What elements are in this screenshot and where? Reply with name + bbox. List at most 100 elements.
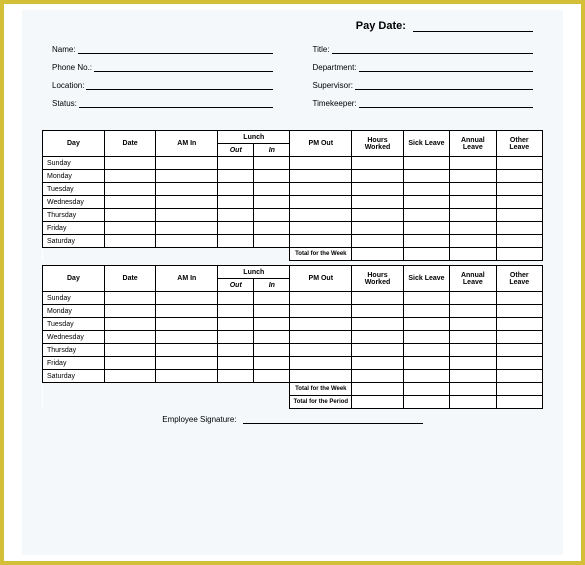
cell[interactable] xyxy=(496,209,542,222)
cell[interactable] xyxy=(218,196,254,209)
cell[interactable] xyxy=(496,235,542,248)
cell[interactable] xyxy=(352,383,404,396)
cell[interactable] xyxy=(254,318,290,331)
cell[interactable] xyxy=(496,183,542,196)
cell[interactable] xyxy=(403,318,449,331)
cell[interactable] xyxy=(254,292,290,305)
cell[interactable] xyxy=(403,248,449,261)
cell[interactable] xyxy=(218,183,254,196)
cell[interactable] xyxy=(104,344,156,357)
cell[interactable] xyxy=(403,222,449,235)
cell[interactable] xyxy=(450,383,496,396)
cell[interactable] xyxy=(104,318,156,331)
cell[interactable] xyxy=(403,196,449,209)
cell[interactable] xyxy=(496,305,542,318)
cell[interactable] xyxy=(254,170,290,183)
input-name[interactable] xyxy=(78,44,273,54)
cell[interactable] xyxy=(156,357,218,370)
cell[interactable] xyxy=(156,370,218,383)
cell[interactable] xyxy=(290,344,352,357)
cell[interactable] xyxy=(450,248,496,261)
cell[interactable] xyxy=(352,344,404,357)
cell[interactable] xyxy=(254,305,290,318)
cell[interactable] xyxy=(450,209,496,222)
cell[interactable] xyxy=(104,183,156,196)
cell[interactable] xyxy=(156,235,218,248)
cell[interactable] xyxy=(156,344,218,357)
cell[interactable] xyxy=(450,170,496,183)
cell[interactable] xyxy=(496,383,542,396)
cell[interactable] xyxy=(403,170,449,183)
cell[interactable] xyxy=(290,292,352,305)
cell[interactable] xyxy=(290,370,352,383)
cell[interactable] xyxy=(450,196,496,209)
cell[interactable] xyxy=(290,209,352,222)
input-supervisor[interactable] xyxy=(355,80,533,90)
cell[interactable] xyxy=(218,157,254,170)
cell[interactable] xyxy=(403,357,449,370)
cell[interactable] xyxy=(352,292,404,305)
cell[interactable] xyxy=(496,344,542,357)
cell[interactable] xyxy=(403,305,449,318)
cell[interactable] xyxy=(290,357,352,370)
cell[interactable] xyxy=(218,170,254,183)
cell[interactable] xyxy=(104,292,156,305)
cell[interactable] xyxy=(290,196,352,209)
cell[interactable] xyxy=(254,157,290,170)
cell[interactable] xyxy=(496,357,542,370)
cell[interactable] xyxy=(403,331,449,344)
cell[interactable] xyxy=(496,370,542,383)
cell[interactable] xyxy=(254,183,290,196)
cell[interactable] xyxy=(496,222,542,235)
cell[interactable] xyxy=(290,183,352,196)
cell[interactable] xyxy=(290,331,352,344)
cell[interactable] xyxy=(403,292,449,305)
cell[interactable] xyxy=(352,183,404,196)
cell[interactable] xyxy=(352,370,404,383)
cell[interactable] xyxy=(450,357,496,370)
cell[interactable] xyxy=(352,331,404,344)
cell[interactable] xyxy=(104,209,156,222)
cell[interactable] xyxy=(218,209,254,222)
cell[interactable] xyxy=(104,196,156,209)
cell[interactable] xyxy=(403,344,449,357)
cell[interactable] xyxy=(403,396,449,409)
cell[interactable] xyxy=(156,196,218,209)
cell[interactable] xyxy=(403,383,449,396)
cell[interactable] xyxy=(496,331,542,344)
cell[interactable] xyxy=(352,222,404,235)
cell[interactable] xyxy=(218,222,254,235)
cell[interactable] xyxy=(403,209,449,222)
cell[interactable] xyxy=(450,157,496,170)
cell[interactable] xyxy=(352,157,404,170)
pay-date-field[interactable] xyxy=(413,31,533,32)
cell[interactable] xyxy=(403,235,449,248)
cell[interactable] xyxy=(290,222,352,235)
cell[interactable] xyxy=(218,370,254,383)
input-location[interactable] xyxy=(86,80,272,90)
input-status[interactable] xyxy=(79,98,273,108)
input-phone[interactable] xyxy=(94,62,272,72)
cell[interactable] xyxy=(254,209,290,222)
cell[interactable] xyxy=(450,183,496,196)
cell[interactable] xyxy=(104,170,156,183)
cell[interactable] xyxy=(156,209,218,222)
cell[interactable] xyxy=(218,344,254,357)
cell[interactable] xyxy=(352,305,404,318)
cell[interactable] xyxy=(496,292,542,305)
cell[interactable] xyxy=(156,170,218,183)
cell[interactable] xyxy=(104,222,156,235)
cell[interactable] xyxy=(218,318,254,331)
cell[interactable] xyxy=(254,331,290,344)
cell[interactable] xyxy=(496,170,542,183)
cell[interactable] xyxy=(156,305,218,318)
cell[interactable] xyxy=(104,305,156,318)
cell[interactable] xyxy=(450,331,496,344)
input-title[interactable] xyxy=(332,44,533,54)
cell[interactable] xyxy=(403,183,449,196)
cell[interactable] xyxy=(218,235,254,248)
cell[interactable] xyxy=(104,157,156,170)
signature-field[interactable] xyxy=(243,423,423,424)
cell[interactable] xyxy=(104,357,156,370)
cell[interactable] xyxy=(254,222,290,235)
